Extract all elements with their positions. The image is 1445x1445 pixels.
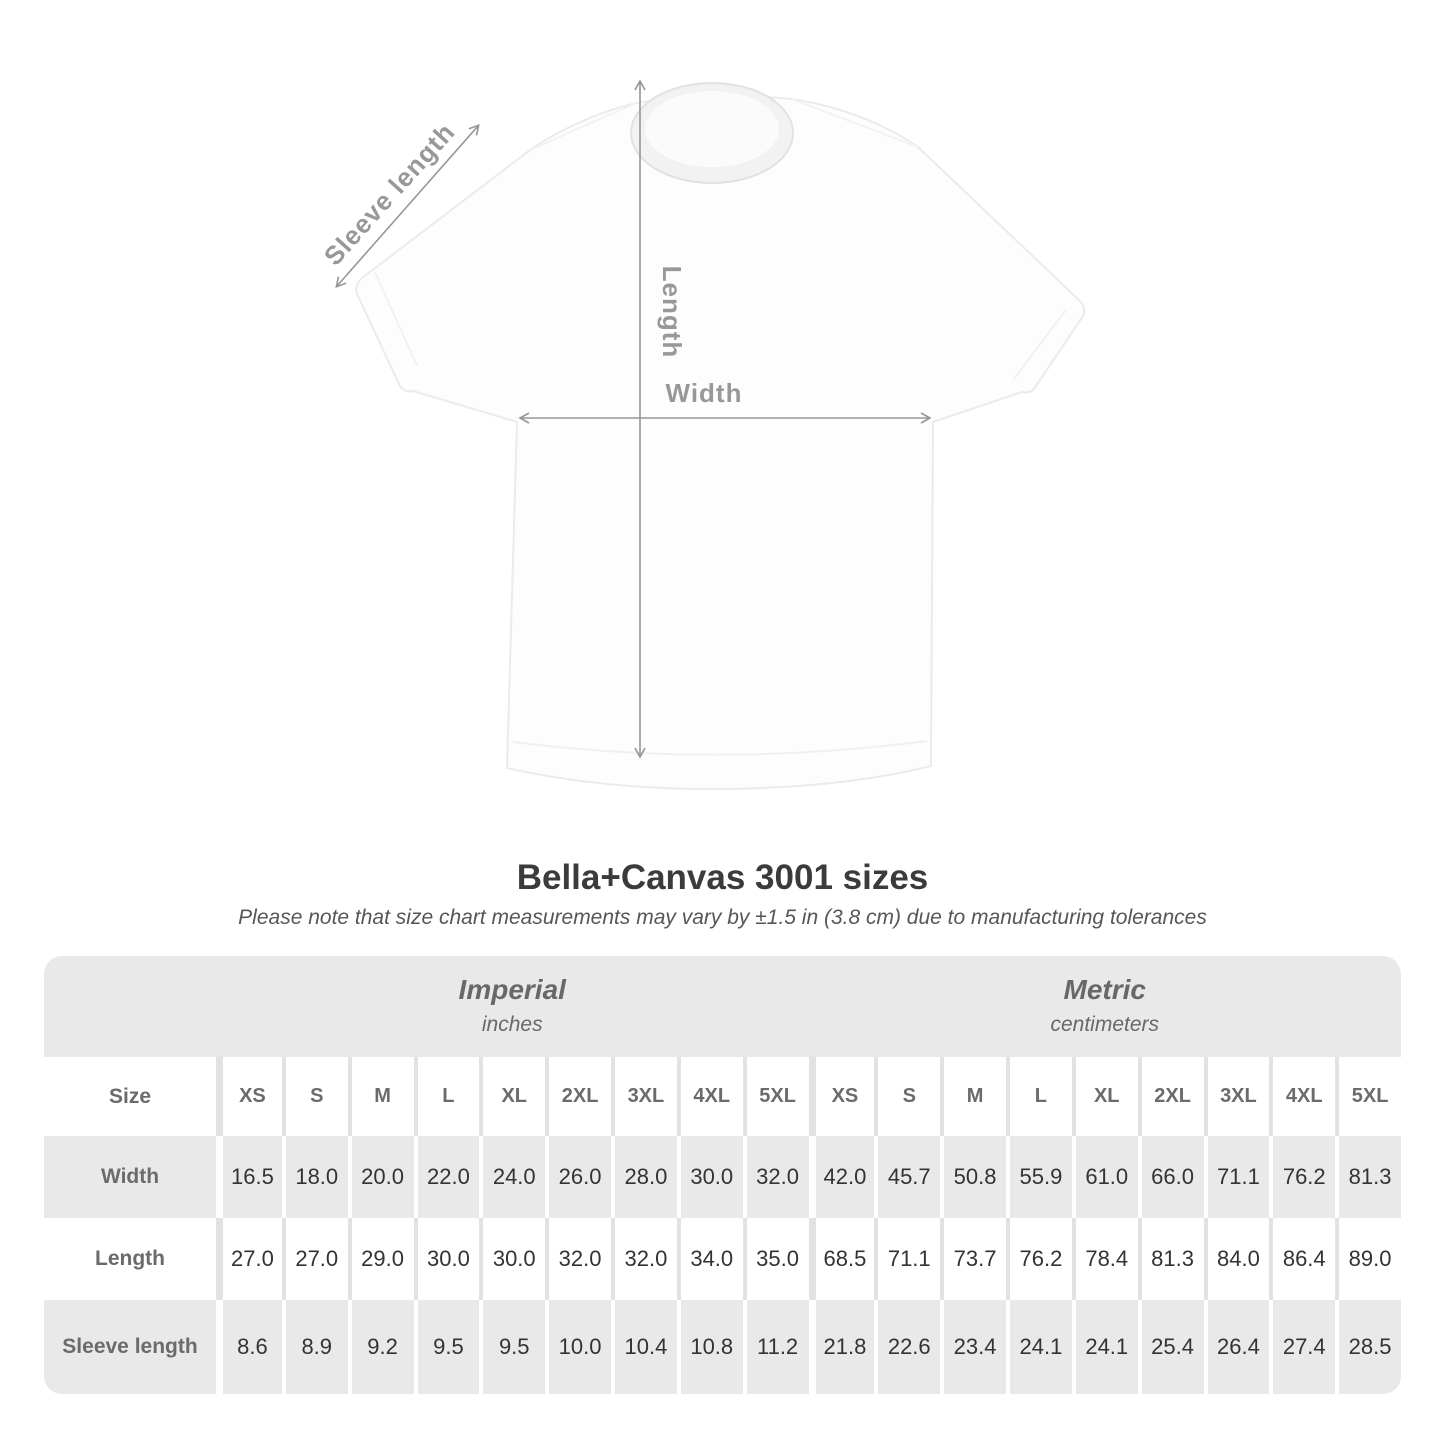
size-table: Imperial inches Metric centimeters Size … bbox=[44, 956, 1401, 1394]
metric-size-col-header: 4XL bbox=[1269, 1057, 1336, 1136]
imperial-value-cell: 24.0 bbox=[479, 1136, 546, 1218]
metric-size-col-header: XS bbox=[808, 1057, 875, 1136]
metric-value-cell: 76.2 bbox=[1006, 1218, 1072, 1300]
metric-size-col-header: S bbox=[874, 1057, 941, 1136]
collar-inner bbox=[645, 91, 779, 167]
imperial-size-col-header: 5XL bbox=[742, 1057, 809, 1136]
metric-value-cell: 86.4 bbox=[1269, 1218, 1336, 1300]
metric-value-cell: 61.0 bbox=[1071, 1136, 1138, 1218]
imperial-group-header: Imperial inches bbox=[216, 956, 809, 1057]
imperial-label: Imperial bbox=[458, 974, 566, 1005]
metric-label: Metric bbox=[1063, 974, 1146, 1005]
width-label: Width bbox=[666, 378, 743, 408]
page-title: Bella+Canvas 3001 sizes bbox=[516, 858, 929, 897]
metric-value-cell: 73.7 bbox=[940, 1218, 1006, 1300]
metric-value-cell: 68.5 bbox=[808, 1218, 875, 1300]
imperial-value-cell: 30.0 bbox=[676, 1136, 743, 1218]
imperial-value-cell: 30.0 bbox=[413, 1218, 480, 1300]
size-row-label: Size bbox=[44, 1057, 216, 1136]
measurement-arrows bbox=[335, 79, 932, 759]
metric-value-cell: 22.6 bbox=[874, 1300, 941, 1394]
row-label: Length bbox=[44, 1218, 216, 1300]
tshirt-shape bbox=[355, 82, 1086, 791]
metric-value-cell: 23.4 bbox=[940, 1300, 1006, 1394]
metric-size-col-header: M bbox=[940, 1057, 1006, 1136]
imperial-value-cell: 35.0 bbox=[742, 1218, 809, 1300]
imperial-value-cell: 27.0 bbox=[216, 1218, 282, 1300]
imperial-size-col-header: L bbox=[413, 1057, 480, 1136]
imperial-value-cell: 30.0 bbox=[479, 1218, 546, 1300]
imperial-size-col-header: XL bbox=[479, 1057, 546, 1136]
imperial-size-col-header: 3XL bbox=[611, 1057, 677, 1136]
imperial-value-cell: 10.8 bbox=[676, 1300, 743, 1394]
imperial-size-col-header: M bbox=[347, 1057, 414, 1136]
imperial-size-col-header: S bbox=[281, 1057, 348, 1136]
metric-value-cell: 24.1 bbox=[1071, 1300, 1138, 1394]
imperial-value-cell: 9.5 bbox=[479, 1300, 546, 1394]
imperial-size-col-header: XS bbox=[216, 1057, 282, 1136]
imperial-value-cell: 8.9 bbox=[281, 1300, 348, 1394]
imperial-value-cell: 29.0 bbox=[347, 1218, 414, 1300]
metric-size-col-header: L bbox=[1006, 1057, 1072, 1136]
imperial-value-cell: 32.0 bbox=[545, 1218, 611, 1300]
metric-value-cell: 71.1 bbox=[1203, 1136, 1270, 1218]
imperial-value-cell: 22.0 bbox=[413, 1136, 480, 1218]
metric-value-cell: 89.0 bbox=[1335, 1218, 1401, 1300]
imperial-value-cell: 11.2 bbox=[742, 1300, 809, 1394]
metric-value-cell: 25.4 bbox=[1137, 1300, 1204, 1394]
imperial-value-cell: 28.0 bbox=[611, 1136, 677, 1218]
imperial-value-cell: 10.4 bbox=[611, 1300, 677, 1394]
metric-value-cell: 78.4 bbox=[1071, 1218, 1138, 1300]
imperial-unit: inches bbox=[481, 1013, 543, 1036]
metric-unit: centimeters bbox=[1050, 1013, 1160, 1036]
metric-value-cell: 26.4 bbox=[1203, 1300, 1270, 1394]
imperial-value-cell: 9.5 bbox=[413, 1300, 480, 1394]
metric-size-col-header: 5XL bbox=[1335, 1057, 1401, 1136]
metric-value-cell: 27.4 bbox=[1269, 1300, 1336, 1394]
metric-value-cell: 45.7 bbox=[874, 1136, 941, 1218]
metric-group-header: Metric centimeters bbox=[808, 956, 1401, 1057]
metric-value-cell: 66.0 bbox=[1137, 1136, 1204, 1218]
metric-value-cell: 84.0 bbox=[1203, 1218, 1270, 1300]
metric-value-cell: 42.0 bbox=[808, 1136, 875, 1218]
metric-value-cell: 24.1 bbox=[1006, 1300, 1072, 1394]
length-label: Length bbox=[657, 266, 687, 359]
tshirt-diagram-svg: Sleeve length Length Width bbox=[318, 79, 1086, 791]
sleeve-length-arrow bbox=[335, 124, 480, 288]
metric-size-col-header: 2XL bbox=[1137, 1057, 1204, 1136]
imperial-value-cell: 27.0 bbox=[281, 1218, 348, 1300]
metric-value-cell: 76.2 bbox=[1269, 1136, 1336, 1218]
page-subtitle: Please note that size chart measurements… bbox=[238, 906, 1207, 929]
metric-value-cell: 71.1 bbox=[874, 1218, 941, 1300]
metric-size-col-header: 3XL bbox=[1203, 1057, 1270, 1136]
imperial-value-cell: 32.0 bbox=[611, 1218, 677, 1300]
table-corner-header bbox=[44, 956, 216, 1057]
imperial-value-cell: 26.0 bbox=[545, 1136, 611, 1218]
metric-value-cell: 50.8 bbox=[940, 1136, 1006, 1218]
metric-size-col-header: XL bbox=[1071, 1057, 1138, 1136]
imperial-value-cell: 18.0 bbox=[281, 1136, 348, 1218]
metric-value-cell: 28.5 bbox=[1335, 1300, 1401, 1394]
imperial-size-col-header: 2XL bbox=[545, 1057, 611, 1136]
metric-value-cell: 81.3 bbox=[1335, 1136, 1401, 1218]
row-label: Width bbox=[44, 1136, 216, 1218]
metric-value-cell: 55.9 bbox=[1006, 1136, 1072, 1218]
imperial-value-cell: 32.0 bbox=[742, 1136, 809, 1218]
imperial-value-cell: 10.0 bbox=[545, 1300, 611, 1394]
metric-value-cell: 21.8 bbox=[808, 1300, 875, 1394]
tshirt-measurement-diagram: Sleeve length Length Width bbox=[318, 79, 1086, 791]
imperial-size-col-header: 4XL bbox=[676, 1057, 743, 1136]
metric-value-cell: 81.3 bbox=[1137, 1218, 1204, 1300]
row-label: Sleeve length bbox=[44, 1300, 216, 1394]
imperial-value-cell: 16.5 bbox=[216, 1136, 282, 1218]
imperial-value-cell: 34.0 bbox=[676, 1218, 743, 1300]
imperial-value-cell: 8.6 bbox=[216, 1300, 282, 1394]
imperial-value-cell: 9.2 bbox=[347, 1300, 414, 1394]
imperial-value-cell: 20.0 bbox=[347, 1136, 414, 1218]
